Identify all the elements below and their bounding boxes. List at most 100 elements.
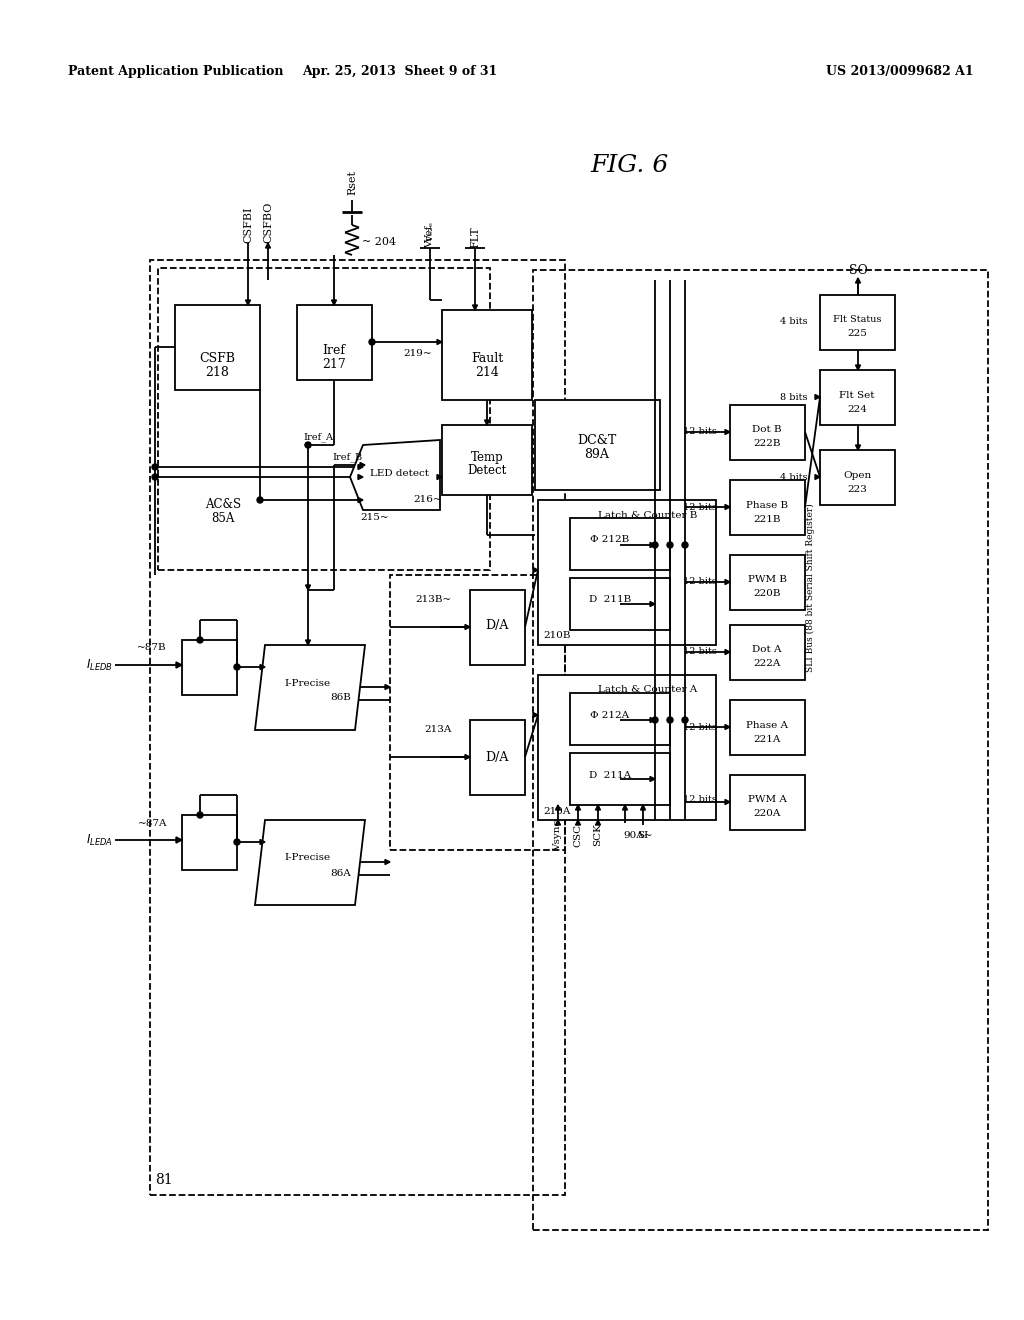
Polygon shape xyxy=(855,445,860,450)
Text: 224: 224 xyxy=(847,404,867,413)
Bar xyxy=(442,310,532,400)
Text: Dot A: Dot A xyxy=(753,645,781,655)
Text: 222A: 222A xyxy=(754,660,780,668)
Circle shape xyxy=(682,543,688,548)
Polygon shape xyxy=(534,713,538,718)
Polygon shape xyxy=(725,579,730,585)
Polygon shape xyxy=(596,805,600,810)
Text: Detect: Detect xyxy=(467,463,507,477)
Polygon shape xyxy=(555,805,560,810)
Circle shape xyxy=(305,442,311,447)
Bar xyxy=(182,640,237,696)
Polygon shape xyxy=(596,820,600,825)
Polygon shape xyxy=(305,640,310,645)
Circle shape xyxy=(152,465,158,470)
Polygon shape xyxy=(725,649,730,655)
Bar xyxy=(730,480,805,535)
Bar xyxy=(535,400,660,490)
Text: LED detect: LED detect xyxy=(371,470,429,479)
Circle shape xyxy=(234,664,240,671)
Text: 4 bits: 4 bits xyxy=(780,473,808,482)
Bar xyxy=(820,450,895,506)
Text: D  211A: D 211A xyxy=(589,771,631,780)
Polygon shape xyxy=(855,366,860,370)
Polygon shape xyxy=(437,339,442,345)
Circle shape xyxy=(197,812,203,818)
Bar xyxy=(570,517,670,570)
Text: 220B: 220B xyxy=(754,590,780,598)
Circle shape xyxy=(652,717,658,723)
Polygon shape xyxy=(575,820,581,825)
Text: CSFBO: CSFBO xyxy=(263,202,273,243)
Text: Iref_B: Iref_B xyxy=(333,453,364,462)
Text: 12 bits: 12 bits xyxy=(683,428,717,437)
Text: 216~: 216~ xyxy=(414,495,442,504)
Bar xyxy=(730,700,805,755)
Circle shape xyxy=(682,717,688,723)
Polygon shape xyxy=(358,474,362,479)
Polygon shape xyxy=(385,685,390,689)
Circle shape xyxy=(667,543,673,548)
Polygon shape xyxy=(385,859,390,865)
Polygon shape xyxy=(176,837,182,843)
Text: CSC: CSC xyxy=(573,824,583,846)
Polygon shape xyxy=(465,624,470,630)
Text: 12 bits: 12 bits xyxy=(683,503,717,511)
Bar xyxy=(390,576,565,850)
Circle shape xyxy=(152,474,158,480)
Text: 210B: 210B xyxy=(543,631,570,639)
Text: D/A: D/A xyxy=(485,751,509,763)
Text: ~87A: ~87A xyxy=(137,818,167,828)
Polygon shape xyxy=(465,755,470,759)
Text: PWM A: PWM A xyxy=(748,796,786,804)
Text: Latch & Counter A: Latch & Counter A xyxy=(598,685,697,694)
Text: Phase B: Phase B xyxy=(745,500,788,510)
Polygon shape xyxy=(260,664,265,669)
Text: 12 bits: 12 bits xyxy=(683,796,717,804)
Circle shape xyxy=(667,717,673,723)
Text: Patent Application Publication: Patent Application Publication xyxy=(68,66,284,78)
Text: PWM B: PWM B xyxy=(748,576,786,585)
Text: I-Precise: I-Precise xyxy=(285,854,331,862)
Polygon shape xyxy=(265,243,270,248)
Bar xyxy=(570,752,670,805)
Bar xyxy=(470,719,525,795)
Text: 225: 225 xyxy=(847,330,867,338)
Text: DC&T: DC&T xyxy=(578,433,616,446)
Text: 220A: 220A xyxy=(754,809,780,818)
Text: D  211B: D 211B xyxy=(589,595,631,605)
Text: Temp: Temp xyxy=(471,451,504,465)
Text: Φ 212B: Φ 212B xyxy=(591,536,630,544)
Bar xyxy=(570,578,670,630)
Bar xyxy=(538,500,716,645)
Text: AC&S: AC&S xyxy=(205,499,241,511)
Polygon shape xyxy=(246,300,251,305)
Polygon shape xyxy=(350,440,440,510)
Bar xyxy=(730,624,805,680)
Polygon shape xyxy=(360,462,365,467)
Polygon shape xyxy=(725,504,730,510)
Text: Rset: Rset xyxy=(347,170,357,195)
Text: 12 bits: 12 bits xyxy=(683,648,717,656)
Text: 221A: 221A xyxy=(754,734,780,743)
Text: CSFB: CSFB xyxy=(199,351,234,364)
Bar xyxy=(570,693,670,744)
Bar xyxy=(297,305,372,380)
Polygon shape xyxy=(358,465,362,470)
Polygon shape xyxy=(255,820,365,906)
Text: 221B: 221B xyxy=(754,515,780,524)
Text: Dot B: Dot B xyxy=(753,425,781,434)
Text: 86B: 86B xyxy=(330,693,351,701)
Text: Iref: Iref xyxy=(323,343,345,356)
Text: 4 bits: 4 bits xyxy=(780,318,808,326)
Text: CSFBI: CSFBI xyxy=(243,206,253,243)
Circle shape xyxy=(234,840,240,845)
Text: 90A~: 90A~ xyxy=(623,830,652,840)
Circle shape xyxy=(197,638,203,643)
Polygon shape xyxy=(725,429,730,434)
Polygon shape xyxy=(855,279,860,282)
Polygon shape xyxy=(260,840,265,845)
Text: D/A: D/A xyxy=(485,619,509,631)
Bar xyxy=(730,405,805,459)
Polygon shape xyxy=(534,568,538,573)
